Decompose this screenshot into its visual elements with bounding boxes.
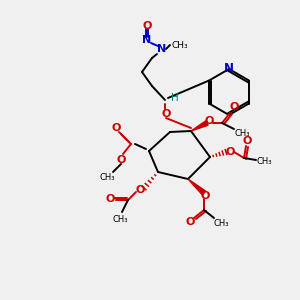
Polygon shape	[188, 179, 206, 195]
Text: O: O	[229, 102, 239, 112]
Text: O: O	[185, 217, 195, 227]
Text: CH₃: CH₃	[256, 158, 272, 166]
Text: CH₃: CH₃	[172, 40, 188, 50]
Text: CH₃: CH₃	[234, 128, 250, 137]
Text: N: N	[142, 35, 152, 45]
Text: O: O	[161, 109, 171, 119]
Text: O: O	[116, 155, 126, 165]
Text: O: O	[204, 116, 214, 126]
Text: CH₃: CH₃	[213, 220, 229, 229]
Text: O: O	[105, 194, 115, 204]
Text: O: O	[242, 136, 252, 146]
Text: CH₃: CH₃	[99, 173, 115, 182]
Text: O: O	[200, 191, 210, 201]
Polygon shape	[191, 121, 208, 131]
Text: N: N	[224, 61, 234, 74]
Text: CH₃: CH₃	[112, 214, 128, 224]
Text: O: O	[135, 185, 145, 195]
Text: O: O	[111, 123, 121, 133]
Text: O: O	[225, 147, 235, 157]
Text: O: O	[142, 21, 152, 31]
Text: H: H	[171, 93, 179, 103]
Text: N: N	[158, 44, 166, 54]
